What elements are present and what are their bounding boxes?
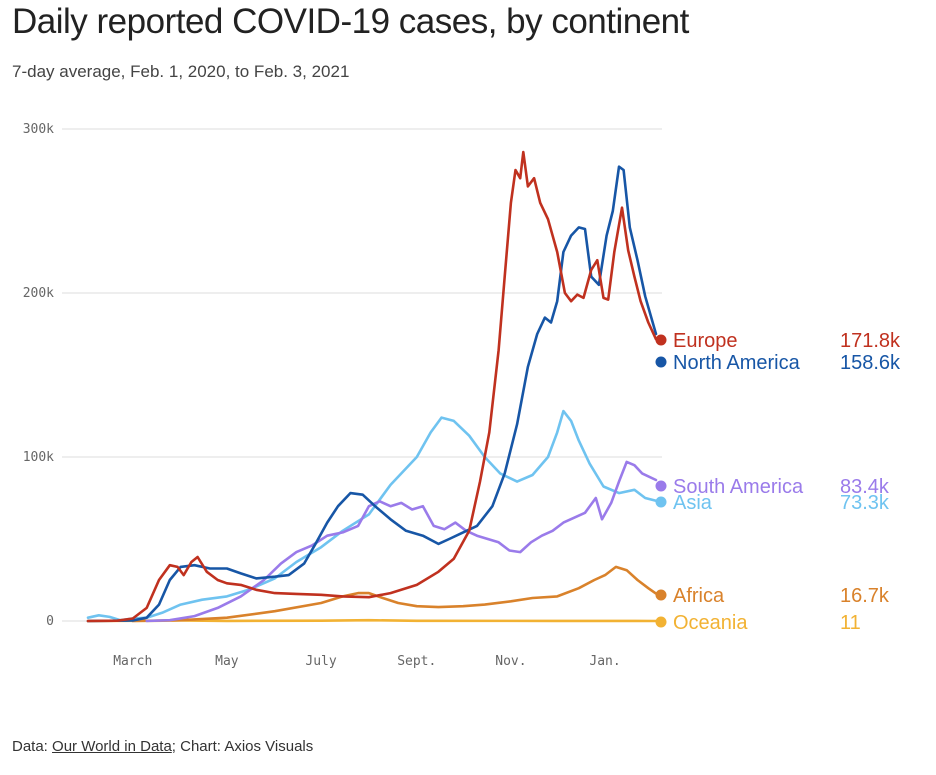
legend-value-oceania: 11 (840, 612, 861, 634)
x-tick-label: Sept. (397, 654, 436, 669)
legend-value-south-america: 83.4k (840, 476, 890, 498)
y-tick-label: 300k (23, 122, 54, 137)
legend-label-asia: Asia (673, 492, 713, 514)
series-lines (86, 150, 658, 623)
x-tick-label: Nov. (495, 654, 526, 669)
y-axis-ticks: 0 100k 200k 300k (23, 122, 54, 629)
legend-label-south-america: South America (673, 476, 804, 498)
legend-label-north-america: North America (673, 352, 801, 374)
y-tick-label: 100k (23, 450, 54, 465)
legend-dot-oceania (655, 616, 667, 628)
x-axis-ticks: March May July Sept. Nov. Jan. (113, 654, 621, 669)
chart-subtitle: 7-day average, Feb. 1, 2020, to Feb. 3, … (12, 62, 350, 81)
series-line-asia (86, 409, 658, 622)
legend-value-europe: 171.8k (840, 330, 901, 352)
legend-label-africa: Africa (673, 585, 725, 607)
x-tick-label: Jan. (589, 654, 620, 669)
legend-value-africa: 16.7k (840, 585, 890, 607)
legend-label-europe: Europe (673, 330, 738, 352)
x-tick-label: July (305, 654, 336, 669)
x-tick-label: March (113, 654, 152, 669)
y-tick-label: 200k (23, 286, 54, 301)
chart-title: Daily reported COVID-19 cases, by contin… (12, 2, 689, 41)
source-link[interactable]: Our World in Data (52, 738, 172, 755)
series-line-africa (131, 565, 658, 623)
gridlines (62, 128, 662, 622)
legend-dot-africa (655, 589, 667, 601)
legend-value-asia: 73.3k (840, 492, 890, 514)
legend-dot-north-america (655, 356, 667, 368)
y-tick-label: 0 (46, 614, 54, 629)
legend-dot-asia (655, 496, 667, 508)
legend-dot-europe (655, 334, 667, 346)
legend-label-oceania: Oceania (673, 612, 748, 634)
footer: Data: Our World in Data; Chart: Axios Vi… (12, 738, 313, 755)
series-line-north-america (86, 165, 658, 623)
legend-dot-south-america (655, 480, 667, 492)
legend-value-north-america: 158.6k (840, 352, 901, 374)
series-line-europe (86, 150, 658, 623)
footer-prefix: Data: (12, 738, 53, 755)
x-tick-label: May (215, 654, 239, 669)
series-line-south-america (145, 460, 658, 623)
footer-suffix: ; Chart: Axios Visuals (171, 738, 314, 755)
legend: Europe 171.8k North America 158.6k South Ame… (655, 330, 901, 634)
